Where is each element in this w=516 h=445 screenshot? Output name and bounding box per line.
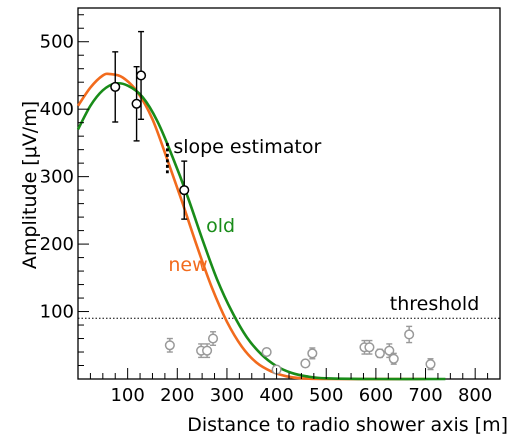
point-marker [404, 329, 415, 340]
annotation-threshold: threshold [390, 293, 479, 315]
data-point [207, 331, 219, 346]
data-point [425, 358, 436, 371]
data-point [164, 337, 175, 353]
y-tick-label: 500 [40, 32, 74, 53]
curve-old [76, 81, 446, 381]
point-marker [110, 81, 121, 92]
data-point [364, 339, 375, 355]
x-tick-label: 400 [259, 385, 293, 406]
data-point [261, 346, 272, 358]
point-marker [164, 340, 175, 351]
x-tick-label: 300 [210, 385, 244, 406]
x-tick-label: 200 [160, 385, 194, 406]
point-marker [179, 185, 190, 196]
data-point [202, 343, 213, 359]
annotation-old: old [206, 215, 235, 237]
data-point [110, 51, 121, 123]
point-marker [207, 333, 219, 344]
point-marker [261, 346, 272, 358]
x-tick-label: 600 [359, 385, 393, 406]
annotation-new: new [168, 254, 207, 276]
x-tick-label: 800 [458, 385, 492, 406]
point-marker [374, 348, 385, 359]
y-tick-label: 300 [40, 167, 74, 188]
x-tick-label: 500 [309, 385, 343, 406]
point-marker [202, 345, 213, 356]
y-tick-label: 400 [40, 99, 74, 120]
y-tick-label: 100 [40, 302, 74, 323]
data-point [404, 325, 415, 344]
x-tick-label: 100 [110, 385, 144, 406]
y-tick-label: 200 [40, 234, 74, 255]
point-marker [300, 358, 311, 369]
data-point [179, 160, 190, 220]
point-marker [131, 98, 142, 109]
data-point [300, 358, 311, 369]
x-axis-title: Distance to radio shower axis [m] [187, 414, 508, 436]
point-marker [425, 359, 436, 370]
data-point [307, 347, 318, 360]
y-axis-title: Amplitude [μV/m] [19, 101, 41, 269]
data-point [374, 348, 385, 359]
curve-new [76, 72, 426, 381]
point-marker [388, 353, 399, 364]
data-point [388, 352, 399, 365]
point-marker [307, 348, 318, 359]
data-point [136, 30, 147, 121]
point-marker [136, 70, 147, 81]
x-tick-label: 700 [408, 385, 442, 406]
point-marker [364, 342, 375, 353]
annotation-slope-estimator: slope estimator [173, 136, 321, 158]
